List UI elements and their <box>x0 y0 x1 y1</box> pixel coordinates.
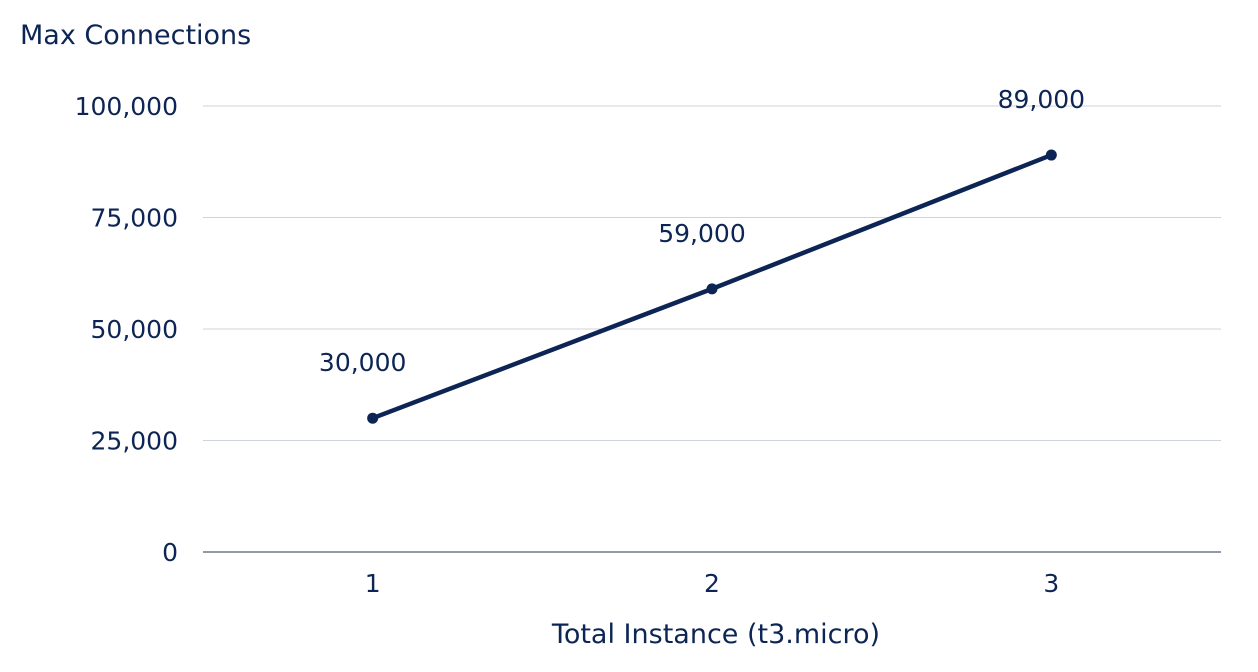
gridlines <box>203 105 1221 553</box>
data-label: 89,000 <box>998 85 1085 114</box>
data-label: 59,000 <box>658 219 745 248</box>
data-point <box>706 283 718 295</box>
x-axis-title: Total Instance (t3.micro) <box>551 619 880 650</box>
y-tick-label: 25,000 <box>91 427 178 456</box>
x-tick-label: 3 <box>1043 569 1059 598</box>
y-tick-label: 50,000 <box>91 315 178 344</box>
data-point <box>1045 149 1057 161</box>
data-point <box>367 412 379 424</box>
y-tick-label: 100,000 <box>75 92 178 121</box>
x-tick-label: 1 <box>365 569 381 598</box>
y-tick-labels: 0 25,000 50,000 75,000 100,000 <box>75 92 178 567</box>
y-axis-title: Max Connections <box>20 20 251 51</box>
data-labels: 30,000 59,000 89,000 <box>319 85 1085 377</box>
series-line-group <box>367 149 1057 424</box>
x-tick-labels: 1 2 3 <box>365 569 1060 598</box>
x-tick-label: 2 <box>704 569 720 598</box>
y-tick-label: 0 <box>162 538 178 567</box>
data-label: 30,000 <box>319 348 406 377</box>
y-tick-label: 75,000 <box>91 204 178 233</box>
